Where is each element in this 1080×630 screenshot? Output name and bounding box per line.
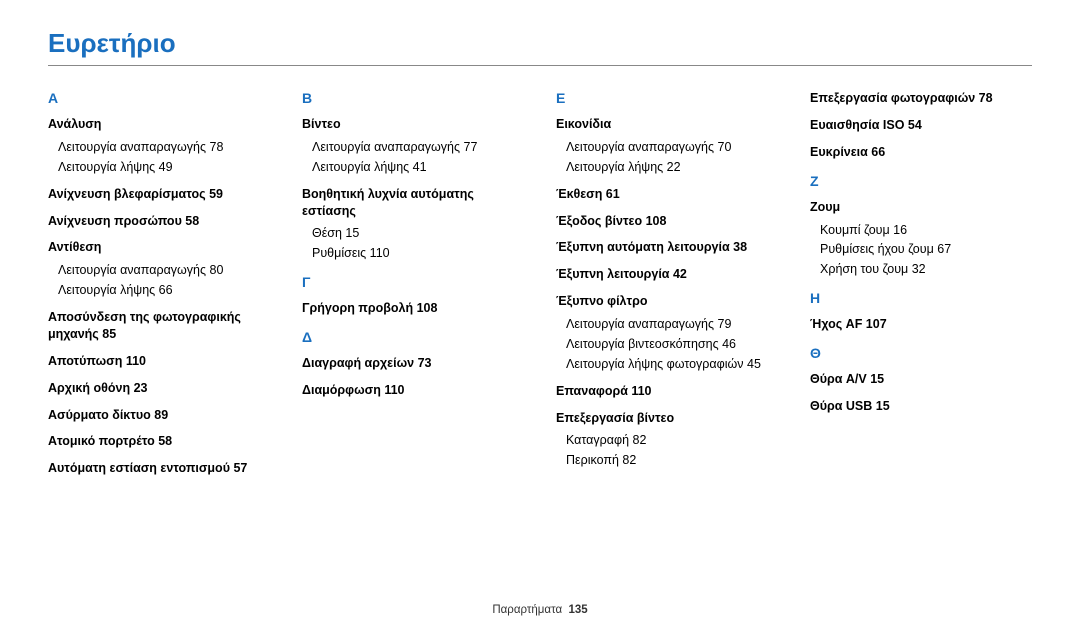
index-entry-group: Έξυπνη λειτουργία 42 [556, 266, 778, 283]
index-column: Β Βίντεο Λειτουργία αναπαραγωγής 77 Λειτουρ… [302, 90, 524, 487]
index-entry-group: Ζουμ Κουμπί ζουμ 16 Ρυθμίσεις ήχου ζουμ 67… [810, 199, 1032, 279]
index-entry-group: Ανίχνευση προσώπου 58 [48, 213, 270, 230]
index-entry-group: Διαμόρφωση 110 [302, 382, 524, 399]
index-subentry[interactable]: Λειτουργία λήψης 49 [48, 159, 270, 176]
index-columns: Α Ανάλυση Λειτουργία αναπαραγωγής 78 Λειτου… [48, 90, 1032, 487]
index-entry[interactable]: Επαναφορά 110 [556, 383, 778, 400]
page-title: Ευρετήριο [48, 28, 1032, 66]
index-entry-group: Επεξεργασία βίντεο Καταγραφή 82 Περικοπή 8… [556, 410, 778, 470]
index-letter: Δ [302, 329, 524, 345]
index-entry[interactable]: Αρχική οθόνη 23 [48, 380, 270, 397]
index-entry-group: Θύρα A/V 15 [810, 371, 1032, 388]
index-letter: Η [810, 290, 1032, 306]
index-entry-group: Ήχος AF 107 [810, 316, 1032, 333]
index-entry[interactable]: Έξυπνη αυτόματη λειτουργία 38 [556, 239, 778, 256]
index-entry[interactable]: Επεξεργασία βίντεο [556, 410, 778, 427]
index-entry[interactable]: Θύρα A/V 15 [810, 371, 1032, 388]
index-entry[interactable]: Ασύρματο δίκτυο 89 [48, 407, 270, 424]
index-entry[interactable]: Βοηθητική λυχνία αυτόματης εστίασης [302, 186, 524, 220]
index-entry-group: Ατομικό πορτρέτο 58 [48, 433, 270, 450]
index-entry[interactable]: Βίντεο [302, 116, 524, 133]
index-subentry[interactable]: Κουμπί ζουμ 16 [810, 222, 1032, 239]
index-entry[interactable]: Ήχος AF 107 [810, 316, 1032, 333]
index-entry-group: Έξυπνο φίλτρο Λειτουργία αναπαραγωγής 79 Λ… [556, 293, 778, 373]
index-entry-group: Έκθεση 61 [556, 186, 778, 203]
index-entry-group: Ανίχνευση βλεφαρίσματος 59 [48, 186, 270, 203]
index-entry-group: Ευαισθησία ISO 54 [810, 117, 1032, 134]
index-entry-group: Αυτόματη εστίαση εντοπισμού 57 [48, 460, 270, 477]
index-entry-group: Αποσύνδεση της φωτογραφικής μηχανής 85 [48, 309, 270, 343]
index-subentry[interactable]: Λειτουργία λήψης 66 [48, 282, 270, 299]
index-entry-group: Βίντεο Λειτουργία αναπαραγωγής 77 Λειτουργ… [302, 116, 524, 176]
index-entry[interactable]: Θύρα USB 15 [810, 398, 1032, 415]
index-entry-group: Έξοδος βίντεο 108 [556, 213, 778, 230]
index-entry[interactable]: Ευκρίνεια 66 [810, 144, 1032, 161]
index-entry-group: Γρήγορη προβολή 108 [302, 300, 524, 317]
index-subentry[interactable]: Λειτουργία αναπαραγωγής 80 [48, 262, 270, 279]
index-subentry[interactable]: Λειτουργία αναπαραγωγής 70 [556, 139, 778, 156]
index-entry[interactable]: Αποσύνδεση της φωτογραφικής μηχανής 85 [48, 309, 270, 343]
index-letter: Β [302, 90, 524, 106]
index-entry-group: Ευκρίνεια 66 [810, 144, 1032, 161]
index-subentry[interactable]: Καταγραφή 82 [556, 432, 778, 449]
index-entry[interactable]: Ατομικό πορτρέτο 58 [48, 433, 270, 450]
index-letter: Α [48, 90, 270, 106]
index-column: Ε Εικονίδια Λειτουργία αναπαραγωγής 70 Λειτ… [556, 90, 778, 487]
index-entry[interactable]: Έξοδος βίντεο 108 [556, 213, 778, 230]
index-letter: Ε [556, 90, 778, 106]
index-entry-group: Αντίθεση Λειτουργία αναπαραγωγής 80 Λειτου… [48, 239, 270, 299]
index-entry[interactable]: Έξυπνο φίλτρο [556, 293, 778, 310]
index-column: Α Ανάλυση Λειτουργία αναπαραγωγής 78 Λειτου… [48, 90, 270, 487]
index-subentry[interactable]: Λειτουργία λήψης 41 [302, 159, 524, 176]
index-entry[interactable]: Ευαισθησία ISO 54 [810, 117, 1032, 134]
index-subentry[interactable]: Λειτουργία αναπαραγωγής 78 [48, 139, 270, 156]
index-entry-group: Αποτύπωση 110 [48, 353, 270, 370]
index-entry[interactable]: Αντίθεση [48, 239, 270, 256]
index-subentry[interactable]: Λειτουργία λήψης 22 [556, 159, 778, 176]
index-entry[interactable]: Αποτύπωση 110 [48, 353, 270, 370]
page-footer: Παραρτήματα 135 [0, 604, 1080, 616]
index-subentry[interactable]: Λειτουργία αναπαραγωγής 77 [302, 139, 524, 156]
index-entry-group: Έξυπνη αυτόματη λειτουργία 38 [556, 239, 778, 256]
index-subentry[interactable]: Θέση 15 [302, 225, 524, 242]
index-entry-group: Επεξεργασία φωτογραφιών 78 [810, 90, 1032, 107]
index-entry[interactable]: Επεξεργασία φωτογραφιών 78 [810, 90, 1032, 107]
index-entry-group: Αρχική οθόνη 23 [48, 380, 270, 397]
index-subentry[interactable]: Ρυθμίσεις 110 [302, 245, 524, 262]
index-entry-group: Εικονίδια Λειτουργία αναπαραγωγής 70 Λειτο… [556, 116, 778, 176]
index-entry[interactable]: Έξυπνη λειτουργία 42 [556, 266, 778, 283]
index-entry[interactable]: Ανίχνευση βλεφαρίσματος 59 [48, 186, 270, 203]
index-entry-group: Ασύρματο δίκτυο 89 [48, 407, 270, 424]
index-subentry[interactable]: Ρυθμίσεις ήχου ζουμ 67 [810, 241, 1032, 258]
footer-page-number: 135 [568, 604, 587, 616]
index-entry-group: Διαγραφή αρχείων 73 [302, 355, 524, 372]
index-entry[interactable]: Ανίχνευση προσώπου 58 [48, 213, 270, 230]
index-letter: Ζ [810, 173, 1032, 189]
index-letter: Γ [302, 274, 524, 290]
index-entry[interactable]: Έκθεση 61 [556, 186, 778, 203]
index-letter: Θ [810, 345, 1032, 361]
index-column: Επεξεργασία φωτογραφιών 78 Ευαισθησία ISO… [810, 90, 1032, 487]
index-entry-group: Βοηθητική λυχνία αυτόματης εστίασης Θέση … [302, 186, 524, 263]
index-subentry[interactable]: Χρήση του ζουμ 32 [810, 261, 1032, 278]
index-entry[interactable]: Αυτόματη εστίαση εντοπισμού 57 [48, 460, 270, 477]
index-subentry[interactable]: Λειτουργία λήψης φωτογραφιών 45 [556, 356, 778, 373]
index-entry-group: Επαναφορά 110 [556, 383, 778, 400]
index-entry[interactable]: Διαμόρφωση 110 [302, 382, 524, 399]
index-subentry[interactable]: Λειτουργία βιντεοσκόπησης 46 [556, 336, 778, 353]
index-entry[interactable]: Γρήγορη προβολή 108 [302, 300, 524, 317]
index-entry[interactable]: Διαγραφή αρχείων 73 [302, 355, 524, 372]
index-subentry[interactable]: Περικοπή 82 [556, 452, 778, 469]
index-entry[interactable]: Εικονίδια [556, 116, 778, 133]
index-entry[interactable]: Ανάλυση [48, 116, 270, 133]
index-entry[interactable]: Ζουμ [810, 199, 1032, 216]
footer-label: Παραρτήματα [492, 604, 562, 616]
index-subentry[interactable]: Λειτουργία αναπαραγωγής 79 [556, 316, 778, 333]
index-entry-group: Θύρα USB 15 [810, 398, 1032, 415]
index-entry-group: Ανάλυση Λειτουργία αναπαραγωγής 78 Λειτουρ… [48, 116, 270, 176]
